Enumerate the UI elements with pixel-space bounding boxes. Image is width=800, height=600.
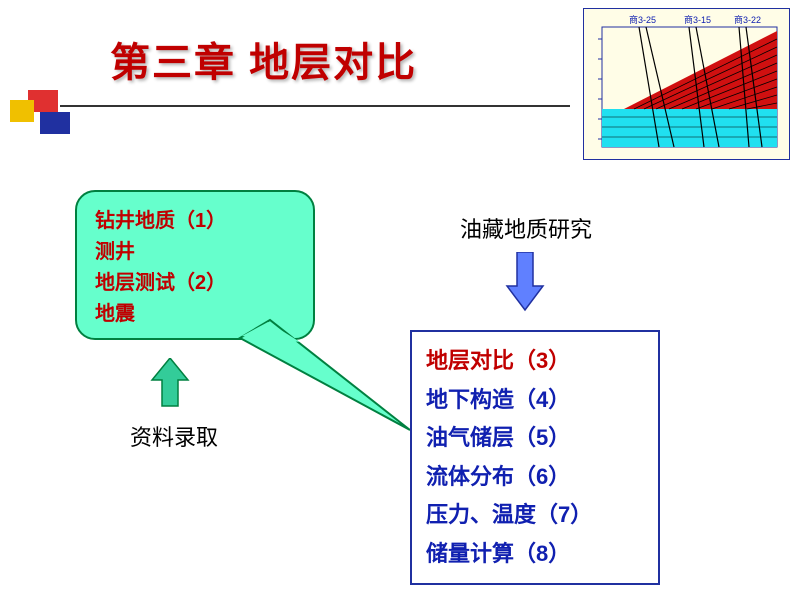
title-underline [60,105,570,107]
topic-1: 地层对比（3） [426,342,644,381]
bubble-line-3: 地层测试（2） [95,268,295,299]
topic-2: 地下构造（4） [426,381,644,420]
svg-text:商3-22: 商3-22 [734,14,761,25]
cross-section-thumbnail: 商3-25 商3-15 商3-22 [583,8,790,160]
arrow-up-left [150,358,190,413]
cross-section-svg: 商3-25 商3-15 商3-22 [584,9,789,159]
topic-5: 压力、温度（7） [426,496,644,535]
deco-yellow-sq [10,100,34,122]
arrow-down-right [505,252,545,314]
research-topics-box: 地层对比（3） 地下构造（4） 油气储层（5） 流体分布（6） 压力、温度（7）… [410,330,660,585]
topic-3: 油气储层（5） [426,419,644,458]
svg-text:商3-15: 商3-15 [684,14,711,25]
chapter-title: 第三章 地层对比 [110,30,417,88]
left-label: 资料录取 [130,420,218,452]
right-label: 油藏地质研究 [460,212,592,244]
bubble-tail [230,300,430,460]
topic-4: 流体分布（6） [426,458,644,497]
title-decoration [10,90,80,150]
bubble-line-1: 钻井地质（1） [95,206,295,237]
bubble-line-2: 测井 [95,237,295,268]
topic-6: 储量计算（8） [426,535,644,574]
deco-blue-sq [40,112,70,134]
svg-text:商3-25: 商3-25 [629,14,656,25]
